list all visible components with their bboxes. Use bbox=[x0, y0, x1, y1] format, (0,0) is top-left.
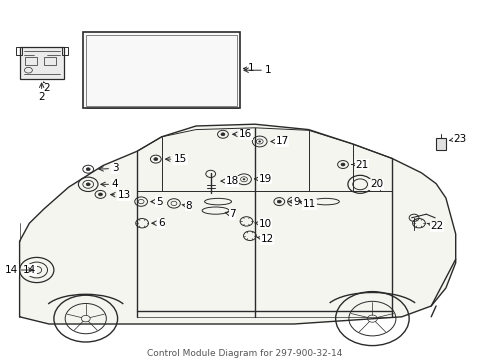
Text: 4: 4 bbox=[101, 179, 119, 189]
Circle shape bbox=[277, 200, 281, 203]
Text: 22: 22 bbox=[427, 221, 443, 231]
Text: 14: 14 bbox=[5, 265, 33, 275]
Text: 18: 18 bbox=[221, 176, 239, 186]
Circle shape bbox=[86, 168, 90, 171]
Text: 21: 21 bbox=[352, 159, 368, 170]
Text: 2: 2 bbox=[43, 82, 50, 93]
Text: Control Module Diagram for 297-900-32-14: Control Module Diagram for 297-900-32-14 bbox=[147, 349, 343, 358]
Text: 10: 10 bbox=[255, 219, 272, 229]
Bar bbox=[20, 47, 64, 79]
Bar bbox=[24, 57, 37, 65]
Text: 17: 17 bbox=[271, 136, 289, 147]
Polygon shape bbox=[20, 124, 456, 324]
Circle shape bbox=[259, 141, 261, 142]
Text: 2: 2 bbox=[38, 83, 45, 102]
Text: 3: 3 bbox=[99, 163, 119, 174]
Circle shape bbox=[98, 193, 102, 196]
Text: 16: 16 bbox=[233, 129, 252, 139]
Text: 7: 7 bbox=[225, 209, 236, 219]
Circle shape bbox=[154, 158, 158, 161]
Text: 12: 12 bbox=[257, 234, 274, 244]
Text: 6: 6 bbox=[152, 218, 165, 228]
Text: 14: 14 bbox=[23, 265, 36, 275]
Bar bbox=[44, 57, 56, 65]
Bar bbox=[62, 47, 68, 55]
Text: 11: 11 bbox=[299, 199, 316, 210]
Text: 19: 19 bbox=[255, 174, 272, 184]
Text: 23: 23 bbox=[449, 134, 466, 144]
Text: 13: 13 bbox=[111, 190, 131, 200]
Circle shape bbox=[341, 163, 345, 166]
Bar bbox=[83, 32, 240, 108]
Text: 5: 5 bbox=[151, 197, 163, 207]
Circle shape bbox=[86, 183, 90, 186]
Text: 20: 20 bbox=[370, 179, 383, 189]
Bar bbox=[16, 47, 22, 55]
Text: 1: 1 bbox=[244, 63, 254, 73]
Text: 9: 9 bbox=[289, 197, 300, 207]
Circle shape bbox=[221, 133, 225, 136]
Text: 15: 15 bbox=[166, 154, 187, 164]
Bar bbox=[436, 138, 446, 150]
Bar bbox=[86, 35, 237, 106]
Text: 8: 8 bbox=[182, 201, 192, 211]
Text: 1: 1 bbox=[244, 65, 271, 75]
Circle shape bbox=[243, 179, 245, 180]
